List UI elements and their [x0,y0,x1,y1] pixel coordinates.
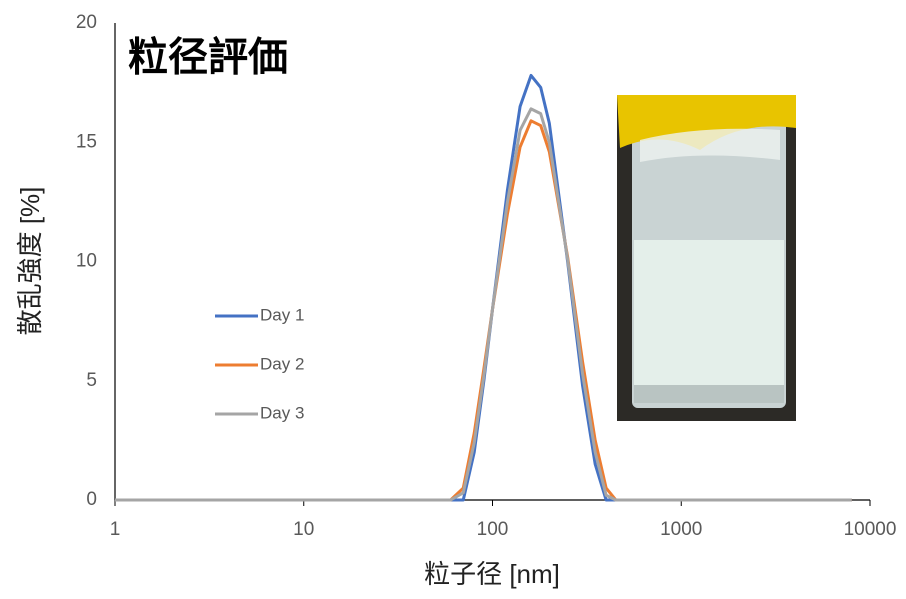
milky-liquid [634,240,784,390]
legend-label: Day 2 [260,354,304,373]
y-tick-label: 0 [86,489,97,510]
legend-label: Day 1 [260,305,304,324]
y-tick-label: 20 [76,12,97,33]
x-tick-label: 10000 [844,519,897,540]
x-tick-label: 10 [293,519,314,540]
x-axis-title: 粒子径 [nm] [424,559,560,589]
x-tick-label: 100 [477,519,509,540]
x-tick-label: 1 [110,519,121,540]
y-axis-title: 散乱強度 [%] [15,187,45,336]
y-tick-label: 15 [76,131,97,152]
chart-title: 粒径評価 [128,36,288,80]
y-tick-label: 10 [76,251,97,272]
inset-photo [617,95,796,421]
glass-bottom [634,385,784,403]
x-tick-label: 1000 [660,519,702,540]
y-tick-label: 5 [86,370,97,391]
legend-label: Day 3 [260,403,304,422]
chart: 粒径評価 粒子径 [nm] 散乱強度 [%] 0 5 10 15 20 1 10 100 100… [0,0,906,594]
